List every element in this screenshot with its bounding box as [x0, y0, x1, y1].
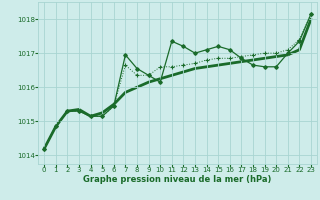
X-axis label: Graphe pression niveau de la mer (hPa): Graphe pression niveau de la mer (hPa) [84, 175, 272, 184]
